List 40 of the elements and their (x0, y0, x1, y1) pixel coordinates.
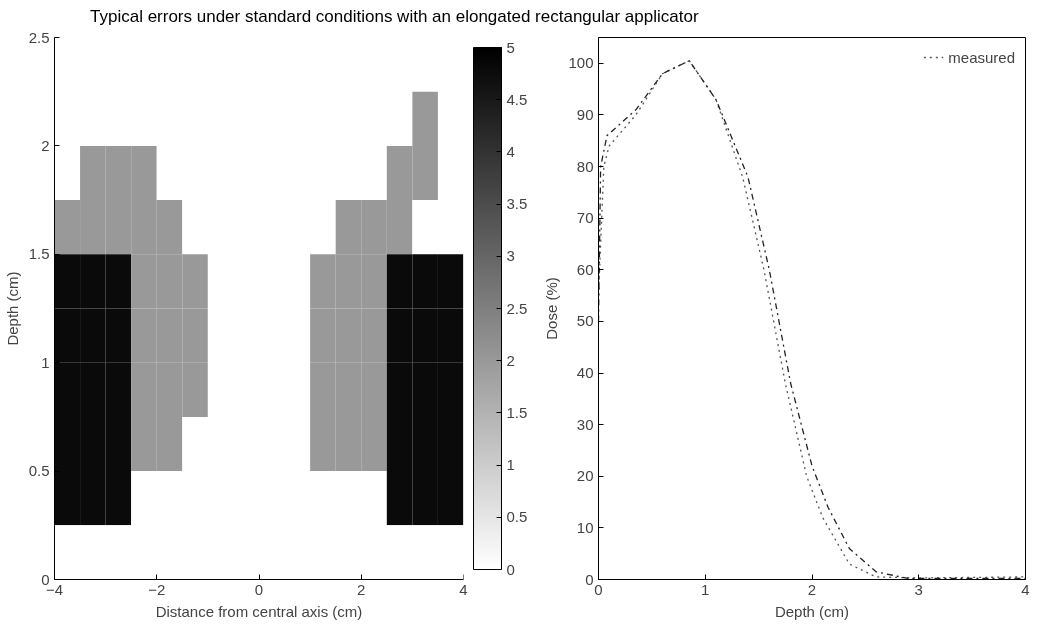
y-tick-label: 40 (576, 364, 594, 382)
color-bar-label: 0.5 (506, 508, 528, 526)
y-tick-label: 0.5 (28, 462, 50, 480)
x-tick-label: 2 (357, 580, 366, 598)
x-tick-label: 2 (807, 580, 817, 598)
y-tick-label: 80 (576, 157, 594, 175)
y-axis-title: Dose (%) (543, 277, 561, 340)
y-tick-label: 10 (576, 518, 594, 536)
color-bar-label: 1.5 (506, 403, 528, 421)
color-bar-label: 4.5 (506, 90, 528, 108)
x-tick-label: 4 (1021, 580, 1030, 598)
x-tick-label: 4 (459, 580, 468, 598)
legend-label: measured (948, 48, 1015, 66)
y-tick-label: 2 (41, 136, 50, 154)
y-tick-label: 2.5 (28, 28, 50, 46)
x-tick-label: 1 (701, 580, 710, 598)
color-bar-label: 3 (506, 247, 515, 265)
y-tick-label: 30 (576, 415, 594, 433)
color-bar-label: 2.5 (506, 299, 528, 317)
y-tick-label: 70 (576, 209, 594, 227)
x-tick-label: 3 (914, 580, 923, 598)
y-tick-label: 1 (41, 353, 50, 371)
x-tick-label: 0 (254, 580, 264, 598)
y-tick-label: 50 (576, 312, 594, 330)
x-tick-label: −2 (148, 580, 166, 598)
color-bar-label: 2 (506, 351, 515, 369)
color-bar-label: 3.5 (506, 195, 528, 213)
y-tick-label: 90 (576, 105, 594, 123)
color-bar-label: 1 (506, 456, 515, 474)
y-tick-label: 20 (576, 467, 594, 485)
chart-title: Typical errors under standard conditions with an elongated rectangular applicator (90, 6, 699, 28)
x-axis-title: Depth (cm) (774, 602, 850, 620)
y-axis-title: Depth (cm) (3, 271, 21, 346)
y-tick-label: 100 (568, 54, 594, 72)
color-bar-label: 0 (506, 560, 515, 578)
y-tick-label: 1.5 (28, 245, 50, 263)
color-bar-label: 5 (506, 38, 515, 56)
x-axis-title: Distance from central axis (cm) (155, 602, 363, 620)
color-bar-label: 4 (506, 142, 515, 160)
y-tick-label: 60 (576, 260, 594, 278)
